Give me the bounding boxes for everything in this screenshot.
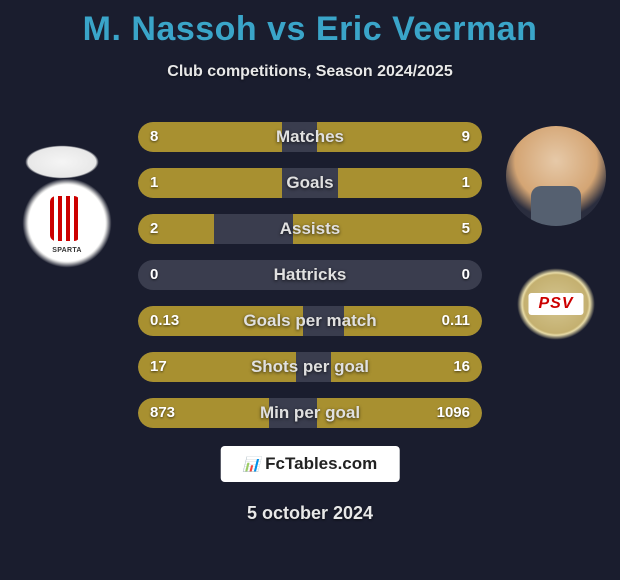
stat-right-value: 5 (462, 214, 470, 244)
player-right-avatar (506, 126, 606, 226)
club-right-logo (506, 258, 606, 350)
stat-row: 8 Matches 9 (138, 122, 482, 152)
stat-row: 0.13 Goals per match 0.11 (138, 306, 482, 336)
stat-right-value: 1 (462, 168, 470, 198)
stat-label: Goals (138, 168, 482, 198)
footer-date: 5 october 2024 (0, 503, 620, 524)
stat-label: Matches (138, 122, 482, 152)
site-logo[interactable]: 📊 FcTables.com (221, 446, 400, 482)
stat-right-value: 1096 (437, 398, 470, 428)
comparison-chart: 8 Matches 9 1 Goals 1 2 Assists 5 0 Hatt… (138, 122, 482, 444)
stat-label: Goals per match (138, 306, 482, 336)
page-title: M. Nassoh vs Eric Veerman (0, 0, 620, 49)
stat-label: Shots per goal (138, 352, 482, 382)
stat-label: Hattricks (138, 260, 482, 290)
stat-row: 873 Min per goal 1096 (138, 398, 482, 428)
stat-label: Assists (138, 214, 482, 244)
site-name: FcTables.com (265, 454, 377, 474)
club-left-logo (22, 178, 112, 268)
stat-label: Min per goal (138, 398, 482, 428)
stat-row: 1 Goals 1 (138, 168, 482, 198)
stat-row: 0 Hattricks 0 (138, 260, 482, 290)
stat-right-value: 16 (453, 352, 470, 382)
stat-right-value: 9 (462, 122, 470, 152)
stat-right-value: 0.11 (442, 306, 470, 336)
stat-right-value: 0 (462, 260, 470, 290)
subtitle: Club competitions, Season 2024/2025 (0, 63, 620, 81)
stat-row: 17 Shots per goal 16 (138, 352, 482, 382)
stat-row: 2 Assists 5 (138, 214, 482, 244)
chart-icon: 📊 (243, 456, 259, 473)
